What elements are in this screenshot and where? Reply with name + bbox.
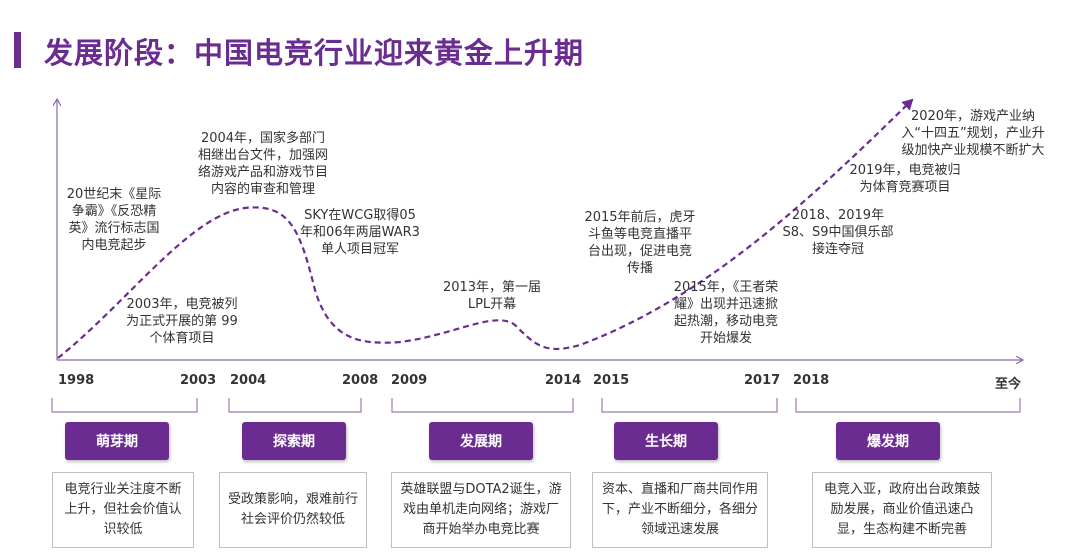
annotation-1998: 20世纪末《星际争霸》《反恐精英》流行标志国内电竞起步: [66, 187, 162, 253]
title-accent-bar: [14, 32, 21, 68]
annotation-2003: 2003年，电竞被列为正式开展的第 99 个体育项目: [126, 297, 238, 346]
year-label: 2003: [180, 373, 217, 388]
annotation-2004: 2004年，国家多部门相继出台文件，加强网络游戏产品和游戏节目内容的审查和管理: [198, 131, 329, 197]
phase-desc-develop: 英雄联盟与DOTA2诞生，游戏由单机走向网络；游戏厂商开始举办电竞比赛: [391, 472, 571, 548]
page-title: 发展阶段：中国电竞行业迎来黄金上升期: [44, 36, 585, 70]
phase-desc-grow: 资本、直播和厂商共同作用下，产业不断细分，各细分领域迅速发展: [592, 472, 768, 548]
annotation-sky: SKY在WCG取得05年和06年两届WAR3单人项目冠军: [300, 208, 420, 257]
bracket-2018-now: [795, 398, 1021, 413]
phase-desc-sprout: 电竞行业关注度不断上升，但社会价值认识较低: [52, 472, 194, 548]
development-curve: [57, 98, 914, 359]
year-label: 2014: [545, 373, 582, 388]
year-label: 2018: [793, 373, 830, 388]
year-label: 2017: [744, 373, 781, 388]
bracket-2004-2008: [228, 398, 362, 413]
annotation-2019: 2019年，电竞被归为体育竞赛项目: [849, 163, 961, 195]
phase-label-develop: 发展期: [429, 422, 533, 460]
year-label: 至今: [995, 377, 1022, 392]
bracket-1998-2003: [51, 398, 198, 413]
bracket-2009-2014: [391, 398, 574, 413]
phase-desc-boom: 电竞入亚，政府出台政策鼓励发展，商业价值迅速凸显，生态构建不断完善: [812, 472, 992, 548]
annotation-2018: 2018、2019年S8、S9中国俱乐部接连夺冠: [782, 208, 894, 257]
annotation-2020: 2020年，游戏产业纳入“十四五”规划，产业升级加快产业规模不断扩大: [901, 109, 1045, 158]
bracket-2015-2017: [601, 398, 778, 413]
year-label: 2008: [342, 373, 379, 388]
year-label: 2004: [230, 373, 267, 388]
annotation-2015-live: 2015年前后，虎牙斗鱼等电竞直播平台出现，促进电竞传播: [584, 210, 696, 276]
year-label: 2009: [391, 373, 428, 388]
phase-desc-explore: 受政策影响，艰难前行社会评价仍然较低: [219, 472, 367, 548]
annotation-2015-mobile: 2015年，《王者荣耀》出现并迅速掀起热潮，移动电竞开始爆发: [673, 280, 779, 346]
phase-label-boom: 爆发期: [836, 422, 940, 460]
year-label: 2015: [593, 373, 630, 388]
annotation-2013: 2013年，第一届LPL开幕: [442, 280, 542, 312]
phase-label-sprout: 萌芽期: [65, 422, 169, 460]
year-label: 1998: [58, 373, 95, 388]
phase-label-grow: 生长期: [614, 422, 718, 460]
phase-label-explore: 探索期: [242, 422, 346, 460]
